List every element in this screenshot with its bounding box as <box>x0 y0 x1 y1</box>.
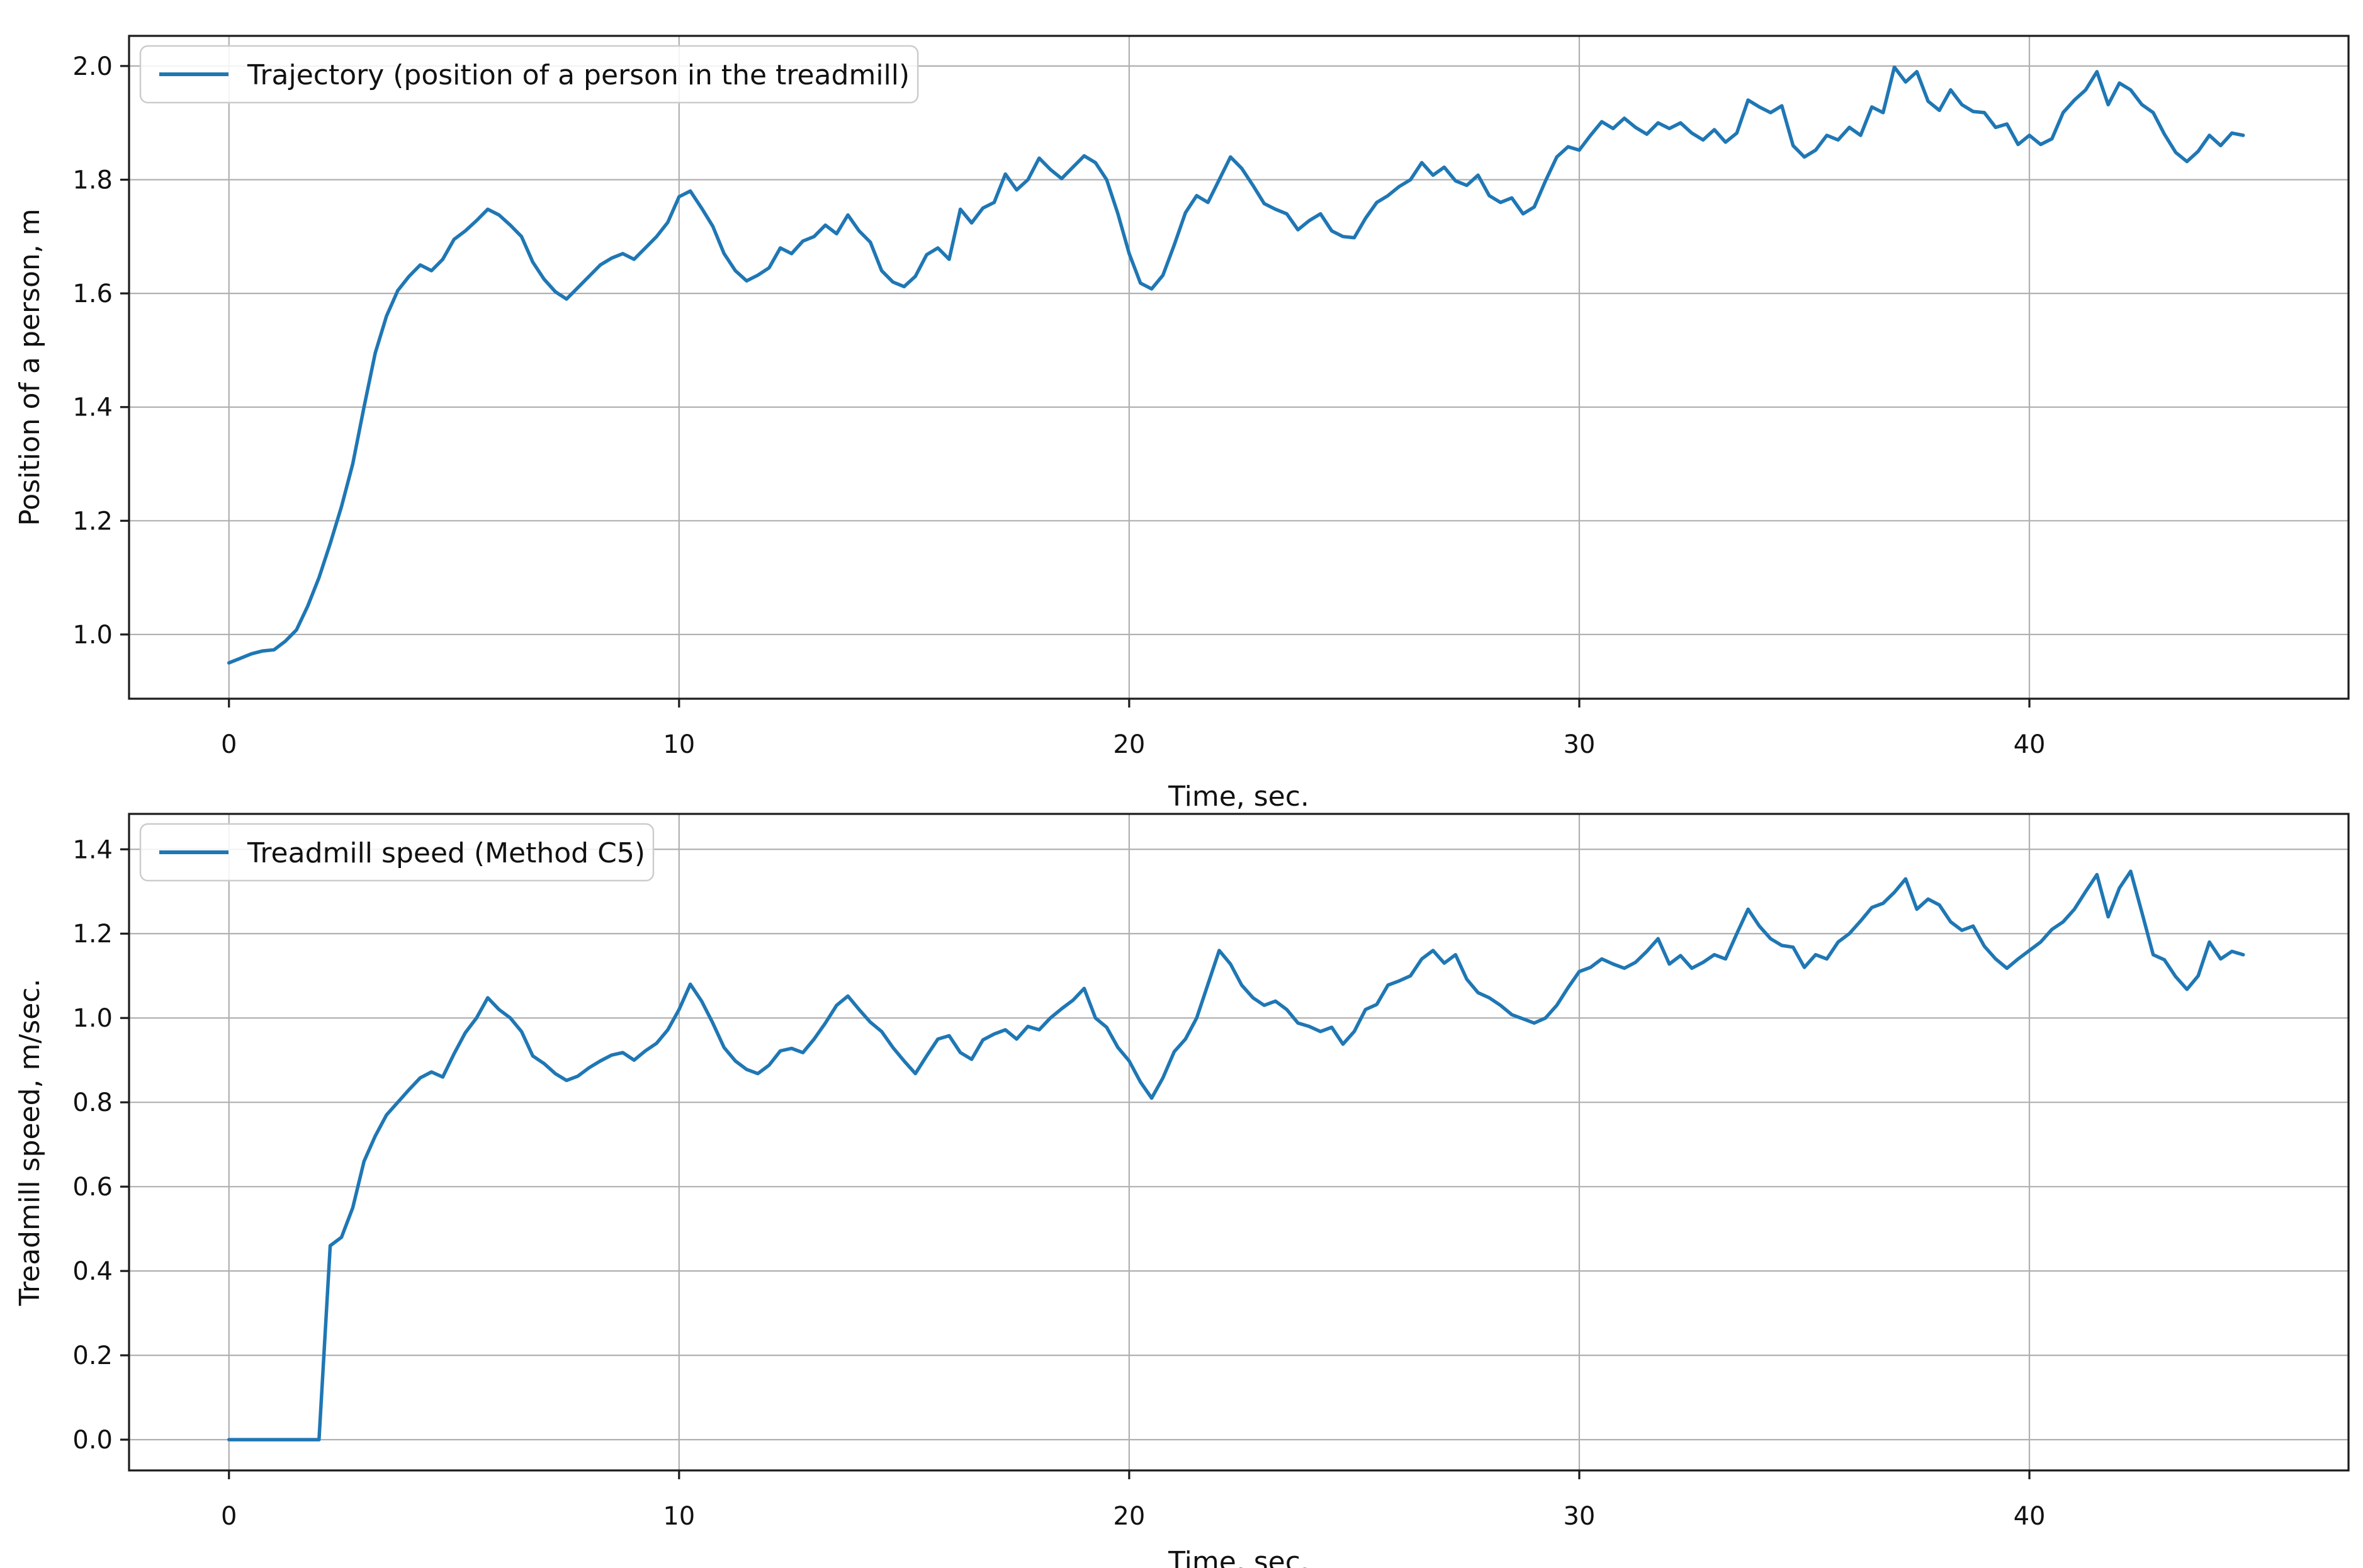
x-tick-label: 10 <box>663 1502 695 1531</box>
x-tick-label: 10 <box>663 730 695 759</box>
legend-label: Treadmill speed (Method C5) <box>247 837 645 869</box>
y-tick-label: 1.2 <box>72 507 113 536</box>
y-tick-label: 0.4 <box>72 1257 113 1286</box>
y-tick-label: 2.0 <box>72 52 113 81</box>
y-tick-label: 0.2 <box>72 1341 113 1370</box>
y-tick-label: 0.8 <box>72 1088 113 1117</box>
x-tick-label: 20 <box>1113 730 1145 759</box>
x-tick-label: 0 <box>221 1502 237 1531</box>
y-axis-label: Position of a person, m <box>14 208 46 526</box>
axes-spines <box>128 35 2350 700</box>
x-tick-label: 40 <box>2014 1502 2046 1531</box>
y-tick-label: 0.0 <box>72 1426 113 1455</box>
legend-box <box>139 45 919 104</box>
y-tick-label: 1.4 <box>72 835 113 864</box>
ticks: 0 10 20 30 40 1.0 1.2 1.4 1.6 1.8 2.0 <box>72 52 2045 759</box>
x-tick-label: 30 <box>1563 1502 1595 1531</box>
speed-subplot: 0 10 20 30 40 0.0 0.2 0.4 0.6 0.8 1.0 1.2 1.4 Time, s… <box>14 813 2350 1568</box>
ticks: 0 10 20 30 40 0.0 0.2 0.4 0.6 0.8 1.0 1.2 1.4 <box>72 835 2045 1531</box>
y-tick-label: 1.2 <box>72 920 113 949</box>
x-axis-label: Time, sec. <box>1168 781 1309 813</box>
y-tick-label: 1.6 <box>72 279 113 308</box>
position-subplot: 0 10 20 30 40 1.0 1.2 1.4 1.6 1.8 2.0 Time, sec. Pos… <box>14 35 2350 813</box>
y-tick-label: 1.4 <box>72 393 113 422</box>
y-tick-label: 1.0 <box>72 1004 113 1033</box>
x-tick-label: 0 <box>221 730 237 759</box>
y-tick-label: 1.0 <box>72 621 113 650</box>
axes-spines <box>128 813 2350 1472</box>
x-tick-label: 20 <box>1113 1502 1145 1531</box>
legend-box <box>139 823 655 882</box>
x-tick-label: 30 <box>1563 730 1595 759</box>
legend: Treadmill speed (Method C5) <box>139 823 655 882</box>
legend-label: Trajectory (position of a person in the … <box>247 59 910 91</box>
trajectory-line <box>227 65 2245 665</box>
y-tick-label: 1.8 <box>72 166 113 195</box>
x-tick-label: 40 <box>2014 730 2046 759</box>
y-tick-label: 0.6 <box>72 1173 113 1202</box>
treadmill-speed-line <box>227 869 2245 1441</box>
gridlines <box>129 814 2349 1470</box>
legend: Trajectory (position of a person in the … <box>139 45 919 104</box>
x-axis-label: Time, sec. <box>1168 1546 1309 1568</box>
y-axis-label: Treadmill speed, m/sec. <box>14 979 46 1307</box>
